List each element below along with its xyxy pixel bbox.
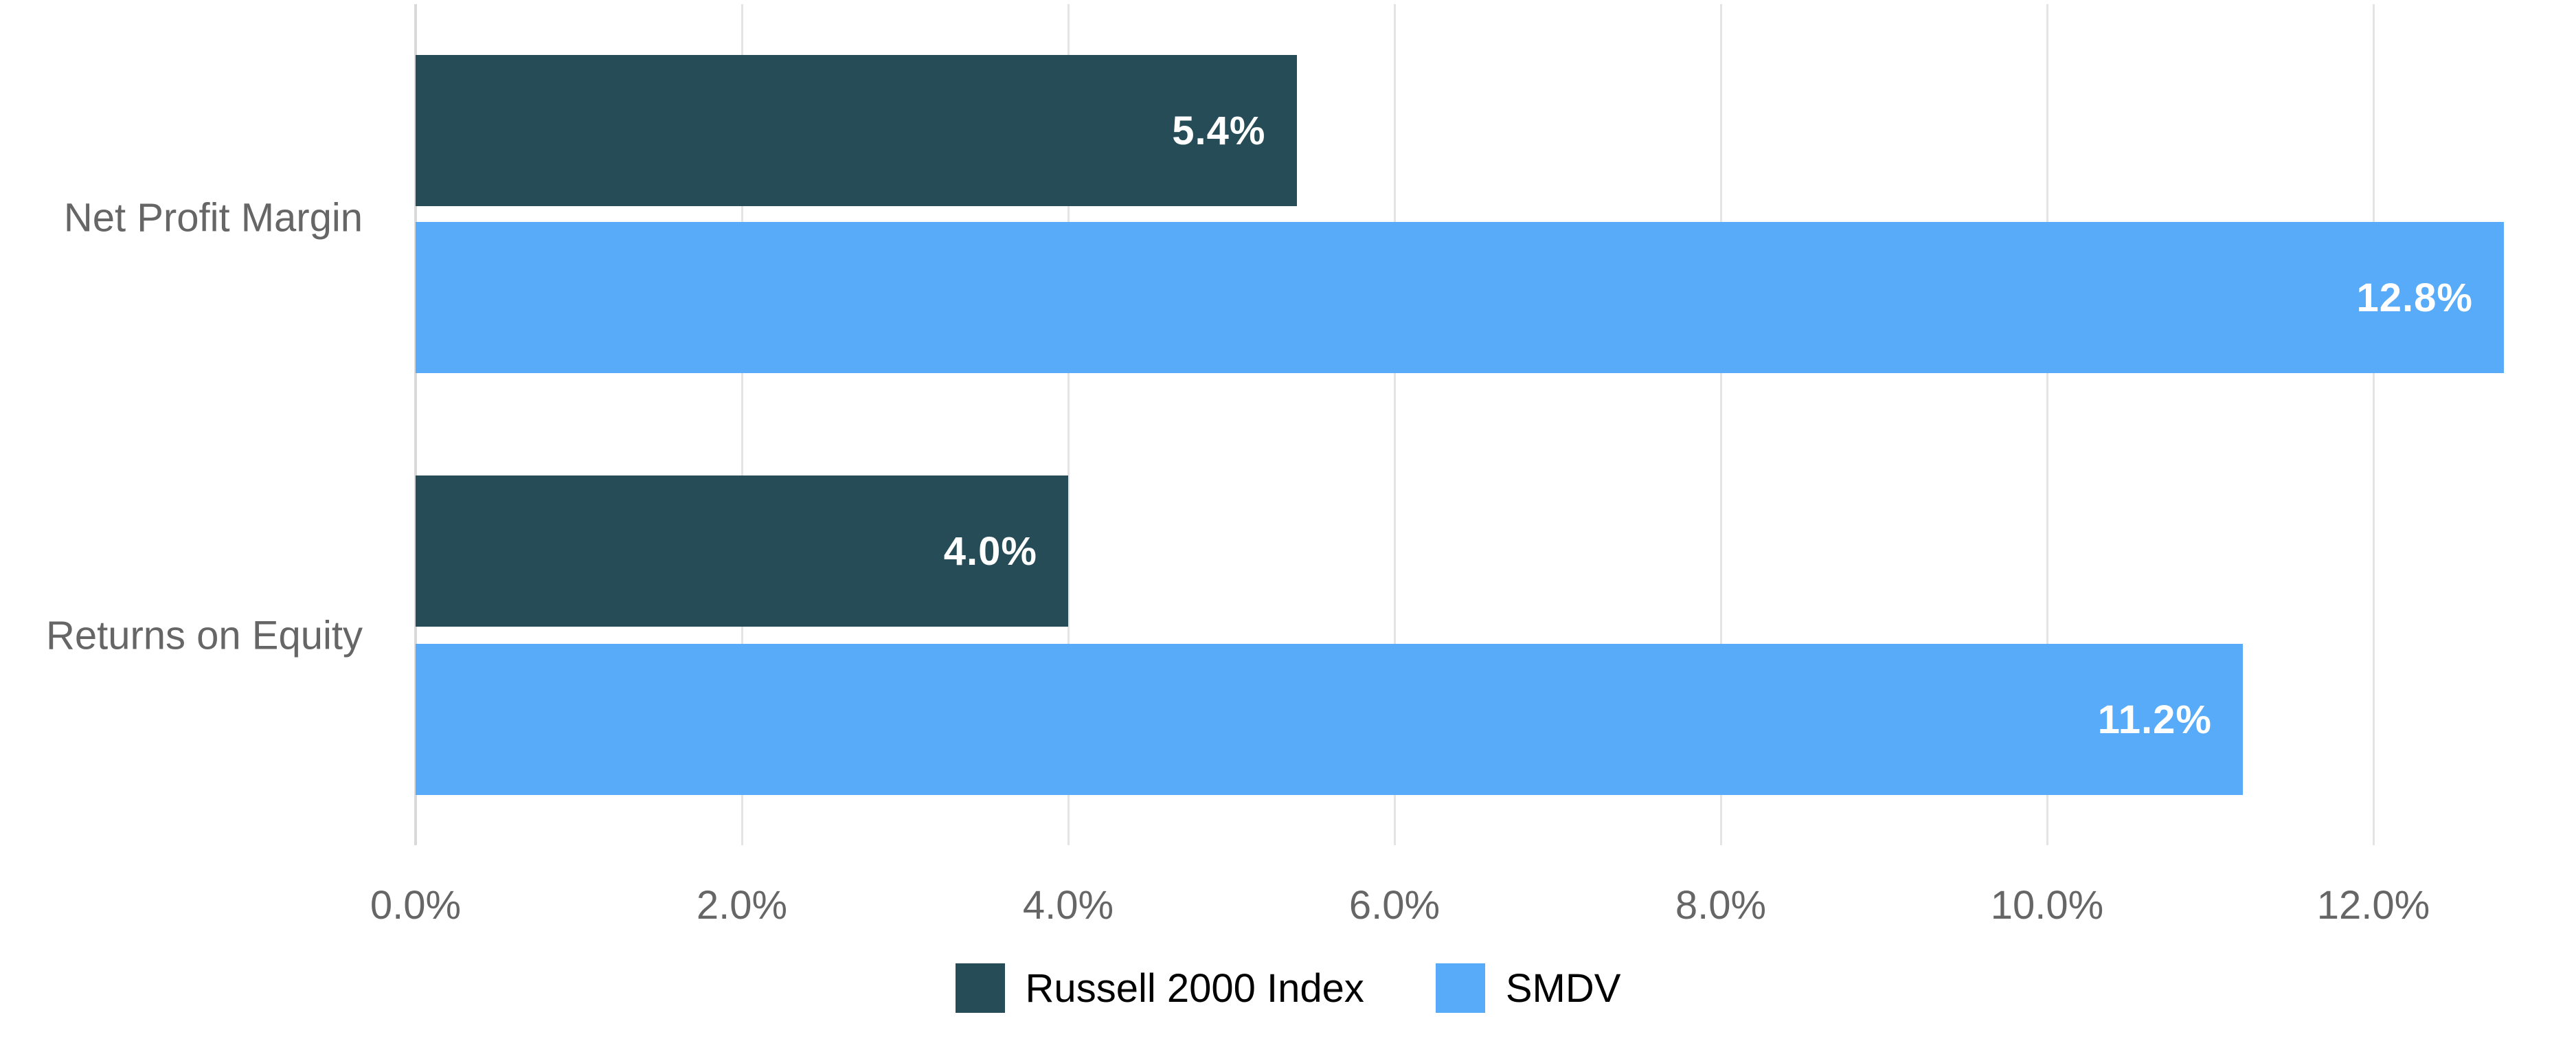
gridline [741,4,743,845]
legend-label-russell-2000: Russell 2000 Index [1025,965,1364,1011]
x-axis-tick-label: 4.0% [1022,883,1114,928]
gridline [414,4,417,845]
category-label-returns-on-equity: Returns on Equity [45,613,363,658]
legend-swatch-smdv [1435,963,1485,1013]
x-axis-tick-label: 12.0% [2316,883,2430,928]
bar-smdv-net-profit-margin[interactable]: 12.8% [416,222,2504,373]
gridline [1067,4,1070,845]
x-axis-tick-label: 0.0% [370,883,462,928]
gridline [1393,4,1396,845]
gridline [2372,4,2375,845]
legend-item-smdv[interactable]: SMDV [1435,963,1621,1013]
category-label-net-profit-margin: Net Profit Margin [63,195,363,240]
bar-value-label: 12.8% [2356,275,2473,320]
x-axis-tick-label: 2.0% [696,883,788,928]
legend-item-russell-2000[interactable]: Russell 2000 Index [955,963,1364,1013]
bar-russell-2000-returns-on-equity[interactable]: 4.0% [416,475,1068,627]
legend-label-smdv: SMDV [1505,965,1621,1011]
x-axis-tick-label: 10.0% [1990,883,2104,928]
bar-russell-2000-net-profit-margin[interactable]: 5.4% [416,55,1297,206]
bar-smdv-returns-on-equity[interactable]: 11.2% [416,644,2243,795]
bar-value-label: 4.0% [943,528,1037,574]
x-axis-tick-label: 8.0% [1675,883,1767,928]
gridline [1719,4,1722,845]
legend-swatch-russell-2000 [955,963,1005,1013]
bar-value-label: 11.2% [2097,697,2212,742]
gridline [2046,4,2048,845]
x-axis-tick-label: 6.0% [1348,883,1440,928]
legend: Russell 2000 Index SMDV [0,963,2576,1013]
bar-value-label: 5.4% [1172,108,1266,153]
